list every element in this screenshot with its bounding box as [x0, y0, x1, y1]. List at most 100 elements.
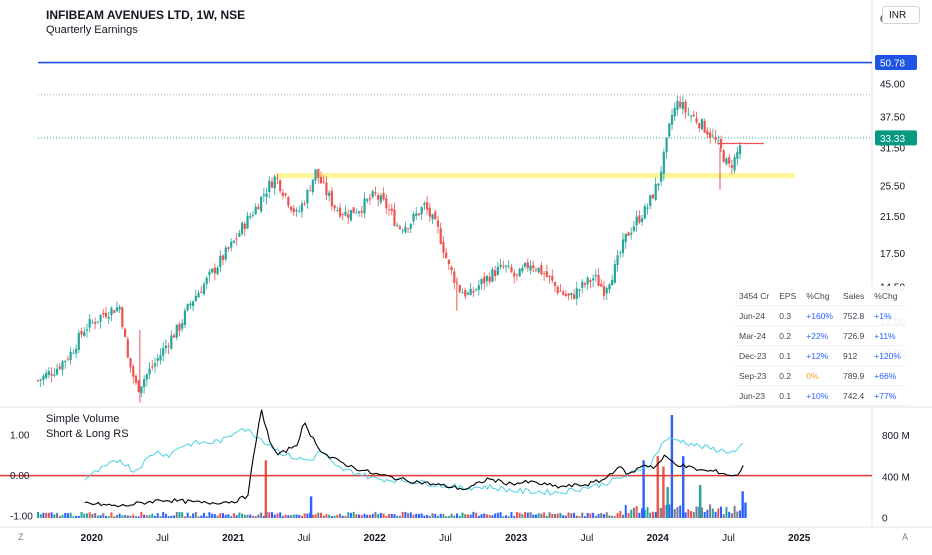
candle-body: [711, 135, 714, 137]
volume-bar: [496, 512, 499, 518]
candle-body: [39, 379, 42, 381]
candle-body: [352, 207, 355, 214]
candle-body: [249, 216, 252, 218]
volume-bar: [377, 514, 380, 518]
candle-body: [540, 265, 543, 275]
volume-bar: [417, 513, 420, 518]
candle-body: [714, 136, 717, 141]
candle-body: [268, 180, 271, 193]
candle-body: [194, 295, 197, 302]
volume-bar: [404, 511, 407, 518]
volume-bar: [447, 515, 450, 518]
candle-body: [393, 209, 396, 226]
candle-body: [619, 252, 622, 254]
volume-bar: [88, 512, 91, 518]
volume-bar: [532, 514, 535, 518]
volume-bar: [306, 513, 309, 518]
volume-bar: [175, 512, 178, 518]
candle-body: [602, 286, 606, 296]
candle-body: [145, 374, 148, 380]
volume-bar: [110, 512, 113, 518]
corner-left-mark[interactable]: Z: [18, 532, 24, 542]
earnings-cell: 0.1: [774, 345, 802, 366]
candle-body: [646, 207, 649, 209]
volume-bar: [662, 466, 665, 518]
volume-bar: [437, 515, 439, 518]
candle-body: [722, 150, 725, 163]
volume-bar: [173, 515, 176, 518]
volume-bar: [105, 515, 108, 518]
volume-bar: [450, 513, 453, 518]
candle-body: [260, 196, 263, 212]
candle-body: [502, 266, 505, 268]
candle-body: [357, 211, 361, 213]
volume-bar: [728, 511, 731, 518]
candle-body: [83, 332, 86, 336]
candle-body: [221, 255, 225, 260]
volume-indicator-label[interactable]: Simple Volume: [46, 413, 120, 425]
earnings-cell: +77%: [869, 385, 906, 406]
volume-bar: [673, 509, 676, 518]
candle-body: [676, 100, 679, 110]
earnings-cell: +1%: [869, 305, 906, 326]
candle-body: [287, 196, 290, 206]
volume-bar: [426, 514, 429, 518]
earnings-header-cell: Sales: [837, 286, 870, 306]
candle-body: [126, 339, 129, 358]
volume-bar: [292, 514, 295, 518]
currency-selector[interactable]: INR: [882, 6, 920, 24]
volume-bar: [333, 515, 336, 518]
candle-body: [162, 347, 165, 356]
volume-bar: [113, 516, 116, 518]
volume-bar: [322, 515, 325, 518]
candle-body: [284, 193, 287, 196]
volume-bar: [567, 512, 570, 518]
volume-bar: [115, 515, 118, 518]
volume-bar: [456, 513, 459, 518]
candle-body: [156, 358, 159, 361]
time-tick-label: Jul: [156, 533, 169, 544]
candle-body: [319, 176, 323, 184]
volume-bar: [273, 514, 276, 518]
rs-indicator-label[interactable]: Short & Long RS: [46, 428, 129, 440]
volume-bar: [524, 512, 527, 518]
candle-body: [687, 113, 690, 115]
earnings-cell: Jun-23: [734, 385, 775, 406]
volume-bar: [154, 515, 157, 518]
volume-bar: [573, 512, 576, 518]
corner-right-mark[interactable]: A: [902, 532, 909, 542]
candle-body: [581, 281, 584, 288]
volume-bar: [162, 511, 165, 518]
candle-body: [551, 275, 554, 281]
volume-bar: [722, 514, 725, 518]
earnings-header-row: 3454 Cr EPS %Chg Sales %Chg: [734, 286, 906, 306]
candle-body: [317, 169, 320, 178]
candle-body: [703, 120, 706, 133]
volume-bar: [328, 514, 331, 518]
volume-bar: [148, 515, 151, 518]
candle-body: [45, 373, 48, 379]
earnings-cell: +66%: [869, 365, 906, 386]
volume-bar: [505, 515, 508, 518]
volume-bar: [641, 508, 644, 518]
volume-bar: [545, 515, 548, 518]
candle-body: [450, 266, 453, 271]
candle-body: [132, 366, 135, 377]
volume-bar: [529, 512, 532, 518]
earnings-cell: +10%: [801, 385, 838, 406]
volume-bar: [355, 514, 358, 518]
volume-bar: [72, 516, 75, 518]
volume-bar: [254, 516, 257, 518]
candle-body: [151, 366, 154, 368]
volume-bar: [513, 516, 516, 518]
volume-bar: [453, 515, 456, 518]
volume-bar: [257, 514, 260, 518]
candle-body: [374, 192, 377, 194]
volume-bar: [736, 511, 739, 518]
earnings-cell: 0.1: [774, 385, 802, 406]
volume-bar: [423, 515, 426, 518]
candle-body: [224, 247, 227, 260]
volume-bar: [543, 512, 546, 518]
